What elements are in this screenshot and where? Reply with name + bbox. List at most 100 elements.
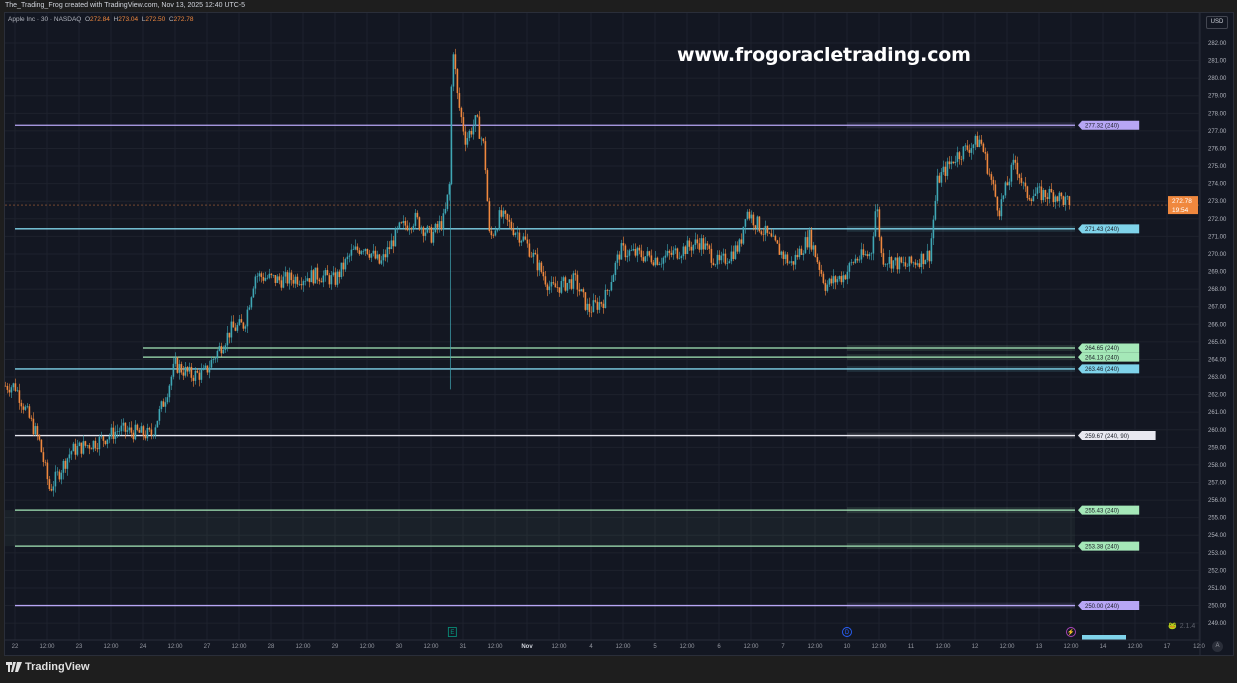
candle bbox=[862, 249, 865, 256]
candle bbox=[116, 431, 119, 432]
candle bbox=[1050, 188, 1053, 193]
candle bbox=[150, 429, 153, 436]
level-label-tag bbox=[1078, 352, 1140, 362]
candle bbox=[990, 174, 993, 180]
candle bbox=[96, 448, 99, 450]
candle bbox=[388, 247, 391, 250]
candle bbox=[974, 135, 977, 145]
candle bbox=[666, 250, 669, 256]
candle bbox=[474, 115, 477, 127]
candle bbox=[958, 152, 961, 160]
candle bbox=[942, 166, 945, 173]
candle bbox=[832, 276, 835, 284]
candle bbox=[428, 226, 431, 228]
candle bbox=[838, 276, 841, 280]
time-tick-label: 13 bbox=[1036, 644, 1043, 650]
candle bbox=[358, 250, 361, 254]
price-tick-label: 263.00 bbox=[1208, 375, 1227, 381]
candle bbox=[130, 427, 133, 433]
candle bbox=[602, 303, 605, 309]
level-label: 259.67 (240, 90) bbox=[1085, 434, 1129, 440]
candle bbox=[618, 254, 621, 260]
earnings-glyph: E bbox=[450, 630, 454, 636]
attribution-bar: The_Trading_Frog created with TradingVie… bbox=[0, 0, 1237, 12]
candle bbox=[908, 256, 911, 267]
time-tick-label: 12:00 bbox=[999, 644, 1015, 650]
candle bbox=[826, 284, 829, 291]
candle bbox=[232, 321, 235, 328]
candle bbox=[62, 460, 65, 473]
candle bbox=[1034, 193, 1037, 197]
level-label-tag bbox=[1078, 601, 1140, 611]
candle bbox=[658, 263, 661, 265]
candle bbox=[868, 254, 871, 257]
price-tick-label: 253.00 bbox=[1208, 551, 1227, 557]
candle bbox=[600, 302, 603, 304]
candle bbox=[390, 240, 393, 250]
candle bbox=[772, 235, 775, 237]
candle bbox=[738, 239, 741, 252]
time-tick-label: 6 bbox=[717, 644, 721, 650]
candle bbox=[684, 246, 687, 255]
candle bbox=[484, 141, 487, 171]
candle bbox=[416, 212, 419, 218]
candle bbox=[268, 273, 271, 278]
candle bbox=[896, 257, 899, 270]
candle bbox=[794, 254, 797, 265]
price-tick-label: 257.00 bbox=[1208, 481, 1227, 487]
candle bbox=[248, 307, 251, 310]
candle bbox=[440, 221, 443, 230]
candle bbox=[998, 210, 1001, 217]
price-tick-label: 269.00 bbox=[1208, 270, 1227, 276]
chart-pane[interactable] bbox=[4, 12, 1234, 656]
candle bbox=[436, 223, 439, 228]
candle bbox=[8, 389, 11, 393]
candle bbox=[810, 229, 813, 250]
tradingview-logo[interactable]: TradingView bbox=[6, 661, 90, 673]
candle bbox=[68, 454, 71, 459]
candle bbox=[26, 406, 29, 407]
candle bbox=[880, 237, 883, 254]
candle bbox=[344, 259, 347, 270]
price-tick-label: 278.00 bbox=[1208, 111, 1227, 117]
candle bbox=[114, 431, 117, 439]
candle bbox=[386, 247, 389, 258]
candle bbox=[318, 279, 321, 282]
candle bbox=[798, 248, 801, 258]
candle bbox=[276, 276, 279, 283]
candle bbox=[906, 266, 909, 267]
price-tick-label: 274.00 bbox=[1208, 182, 1227, 188]
earnings-icon bbox=[447, 627, 457, 637]
time-tick-label: 12:00 bbox=[295, 644, 311, 650]
candle bbox=[564, 277, 567, 291]
candle bbox=[848, 263, 851, 272]
candle bbox=[1018, 174, 1021, 178]
candle bbox=[368, 253, 371, 258]
low-label: L bbox=[141, 16, 146, 23]
candle bbox=[176, 357, 179, 373]
time-tick-label: 12:0 bbox=[1193, 644, 1205, 650]
candle bbox=[542, 272, 545, 277]
auto-scale-button[interactable]: A bbox=[1212, 641, 1223, 652]
candle bbox=[366, 248, 369, 254]
candle bbox=[828, 278, 831, 285]
candle bbox=[210, 360, 213, 368]
candle bbox=[730, 251, 733, 262]
candle bbox=[102, 436, 105, 441]
candle bbox=[664, 255, 667, 258]
candle bbox=[48, 479, 51, 490]
candle bbox=[170, 376, 173, 386]
candle bbox=[302, 281, 305, 286]
candle bbox=[12, 383, 15, 388]
candle bbox=[554, 283, 557, 288]
candle bbox=[124, 422, 127, 432]
candle bbox=[204, 365, 207, 368]
candle bbox=[156, 420, 159, 428]
candle bbox=[606, 289, 609, 291]
candle bbox=[338, 271, 341, 278]
currency-button[interactable]: USD bbox=[1206, 16, 1228, 29]
candle bbox=[1028, 197, 1031, 200]
candle bbox=[540, 262, 543, 273]
candle bbox=[792, 261, 795, 265]
